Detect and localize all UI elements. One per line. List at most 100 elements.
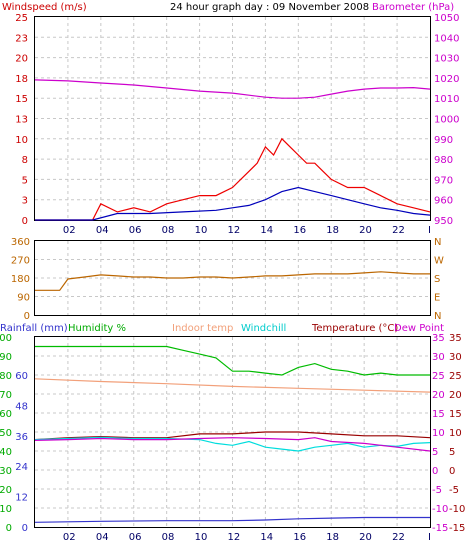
- dewpoint-scale-tick: 5: [432, 447, 438, 458]
- barometer-tick: 970: [434, 175, 453, 186]
- x-tick-label: 06: [129, 532, 142, 543]
- x-tick-label: 12: [228, 225, 241, 236]
- temperature-scale-tick: 0: [449, 466, 455, 477]
- windspeed-tick: 15: [15, 94, 28, 105]
- indoor-temp-label: Indoor temp: [172, 323, 233, 334]
- windspeed-tick: 8: [22, 155, 28, 166]
- tick-labels: 0202040406060808101012121414161618182020…: [0, 13, 465, 543]
- rain-tick: 12: [15, 493, 28, 504]
- x-end-marker: I: [428, 532, 431, 543]
- chart-title: 24 hour graph day : 09 November 2008: [170, 2, 369, 13]
- humidity-tick: 0: [6, 523, 12, 534]
- x-tick-label: 02: [63, 532, 76, 543]
- windspeed-tick: 20: [15, 54, 28, 65]
- x-tick-label: 04: [96, 225, 109, 236]
- dewpoint-scale-tick: 10: [432, 428, 445, 439]
- windspeed-tick: 23: [15, 33, 28, 44]
- x-tick-label: 10: [195, 532, 208, 543]
- x-tick-label: 20: [359, 532, 372, 543]
- indoor-temp-line: [34, 378, 431, 393]
- humidity-line: [35, 345, 430, 376]
- humidity-tick: 50: [0, 428, 12, 439]
- x-tick-label: 04: [96, 532, 109, 543]
- temperature-scale-tick: -5: [449, 485, 459, 496]
- windspeed-tick: 5: [22, 175, 28, 186]
- windchill-label: Windchill: [241, 323, 286, 334]
- data-series: [34, 79, 431, 523]
- rain-tick: 60: [15, 371, 28, 382]
- humidity-tick: 90: [0, 352, 12, 363]
- dewpoint-scale-tick: 0: [432, 466, 438, 477]
- humidity-label: Humidity %: [68, 323, 126, 334]
- dewpoint-scale-tick: -10: [432, 504, 448, 515]
- x-tick-label: 08: [162, 225, 175, 236]
- humidity-tick: 40: [0, 447, 12, 458]
- dewpoint-scale-tick: -5: [432, 485, 442, 496]
- x-tick-label: 18: [326, 225, 339, 236]
- rain-tick: 36: [15, 432, 28, 443]
- x-end-marker: I: [428, 225, 431, 236]
- compass-tick: S: [434, 274, 440, 285]
- x-tick-label: 14: [260, 225, 273, 236]
- dewpoint-scale-tick: 25: [432, 371, 445, 382]
- temperature-scale-tick: 25: [449, 371, 462, 382]
- dewpoint-scale-tick: -15: [432, 523, 448, 534]
- temperature-line: [34, 431, 431, 441]
- temperature-scale-tick: 5: [449, 447, 455, 458]
- x-tick-label: 20: [359, 225, 372, 236]
- compass-tick: N: [434, 237, 441, 248]
- x-tick-label: 14: [260, 532, 273, 543]
- windspeed-tick: 10: [15, 135, 28, 146]
- wind-direction-line: [35, 271, 430, 291]
- barometer-tick: 1040: [434, 33, 459, 44]
- dewpoint-scale-tick: 15: [432, 409, 445, 420]
- temperature-scale-tick: -15: [449, 523, 465, 534]
- temperature-label: Temperature (°C): [311, 323, 398, 334]
- rain-tick: 0: [22, 523, 28, 534]
- barometer-tick: 1010: [434, 94, 459, 105]
- x-tick-label: 12: [228, 532, 241, 543]
- windspeed-tick: 13: [15, 115, 28, 126]
- x-tick-label: 10: [195, 225, 208, 236]
- x-tick-label: 02: [63, 225, 76, 236]
- windspeed-tick: 25: [15, 13, 28, 24]
- windspeed-tick: 18: [15, 74, 28, 85]
- direction-tick: 90: [17, 293, 30, 304]
- dew-point-line: [34, 437, 431, 452]
- direction-tick: 270: [11, 256, 30, 267]
- temperature-scale-tick: 35: [449, 333, 462, 344]
- windchill-line: [34, 436, 431, 452]
- barometer-tick: 1000: [434, 115, 459, 126]
- x-tick-label: 22: [392, 225, 405, 236]
- compass-tick: W: [434, 256, 444, 267]
- x-tick-label: 16: [293, 225, 306, 236]
- humidity-tick: 60: [0, 409, 12, 420]
- windspeed-axis-title: Windspeed (m/s): [2, 2, 87, 13]
- rain-tick: 24: [15, 462, 28, 473]
- temperature-scale-tick: 15: [449, 409, 462, 420]
- direction-tick: 0: [24, 311, 30, 322]
- compass-tick: N: [434, 311, 441, 322]
- humidity-tick: 10: [0, 504, 12, 515]
- barometer-tick: 980: [434, 155, 453, 166]
- temperature-scale-tick: 10: [449, 428, 462, 439]
- barometer-tick: 950: [434, 216, 453, 227]
- humidity-tick: 70: [0, 390, 12, 401]
- barometer-axis-title: Barometer (hPa): [372, 2, 454, 13]
- direction-tick: 180: [11, 274, 30, 285]
- temperature-scale-tick: 30: [449, 352, 462, 363]
- x-tick-label: 08: [162, 532, 175, 543]
- x-tick-label: 16: [293, 532, 306, 543]
- humidity-tick: 30: [0, 466, 12, 477]
- wind-average-line: [35, 186, 431, 221]
- barometer-tick: 960: [434, 196, 453, 207]
- humidity-tick: 100: [0, 333, 12, 344]
- dewpoint-scale-tick: 20: [432, 390, 445, 401]
- humidity-tick: 20: [0, 485, 12, 496]
- rain-tick: 48: [15, 401, 28, 412]
- rainfall-line: [34, 516, 430, 523]
- humidity-tick: 80: [0, 371, 12, 382]
- direction-tick: 360: [11, 237, 30, 248]
